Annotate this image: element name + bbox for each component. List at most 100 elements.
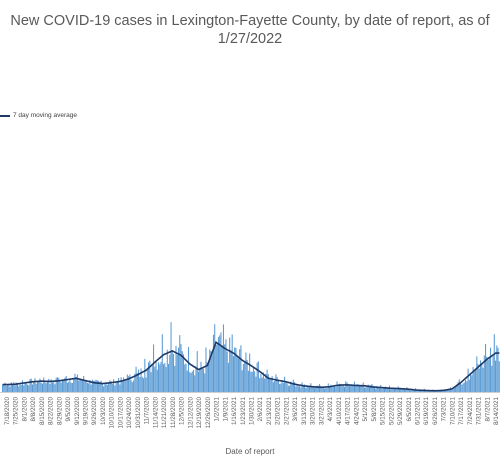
daily-case-bar — [185, 363, 187, 392]
daily-case-bar — [266, 369, 268, 392]
daily-case-bar — [8, 384, 10, 392]
daily-case-bar — [335, 387, 337, 392]
daily-case-bar — [93, 380, 95, 392]
daily-case-bar — [43, 377, 45, 392]
x-tick-label: 6/19/2021 — [423, 397, 430, 426]
daily-case-bar — [179, 335, 181, 392]
daily-case-bar — [300, 387, 302, 392]
daily-case-bar — [86, 382, 88, 392]
daily-case-bar — [10, 382, 12, 392]
daily-case-bar — [456, 385, 458, 392]
daily-case-bar — [416, 390, 418, 392]
daily-case-bar — [104, 384, 106, 392]
daily-case-bar — [338, 383, 341, 392]
daily-case-bar — [235, 347, 237, 392]
daily-case-bar — [171, 351, 173, 392]
daily-case-bar — [275, 374, 277, 392]
daily-case-bar — [307, 387, 309, 392]
x-tick-label: 1/16/2021 — [231, 397, 238, 426]
x-tick-label: 10/31/2020 — [135, 397, 142, 429]
daily-case-bar — [391, 388, 393, 392]
x-tick-label: 8/14/2021 — [493, 397, 500, 426]
daily-case-bar — [101, 383, 103, 392]
daily-case-bar — [148, 362, 150, 392]
daily-case-bar — [476, 356, 478, 392]
daily-case-bar — [219, 335, 221, 392]
daily-case-bar — [337, 384, 339, 392]
daily-case-bar — [123, 377, 125, 392]
daily-case-bar — [164, 363, 166, 392]
daily-case-bar — [281, 381, 283, 392]
daily-case-bar — [35, 383, 37, 392]
daily-case-bar — [249, 353, 251, 392]
daily-case-bar — [69, 379, 71, 392]
daily-case-bar — [466, 381, 468, 392]
daily-case-bar — [246, 360, 248, 392]
daily-case-bar — [343, 386, 346, 392]
daily-case-bar — [255, 376, 257, 392]
daily-case-bar — [196, 351, 198, 392]
daily-case-bar — [452, 388, 454, 392]
chart-title: New COVID-19 cases in Lexington-Fayette … — [10, 13, 490, 47]
daily-case-bar — [165, 367, 167, 392]
daily-case-bar — [321, 386, 323, 392]
x-tick-label: 8/22/2020 — [48, 397, 55, 426]
daily-case-bar — [115, 382, 117, 392]
daily-case-bar — [177, 347, 180, 392]
daily-case-bar — [289, 385, 291, 392]
daily-case-bar — [3, 384, 5, 392]
daily-case-bar — [63, 380, 65, 392]
daily-case-bar — [96, 380, 98, 392]
daily-case-bar — [149, 360, 151, 392]
daily-case-bar — [5, 385, 7, 392]
x-tick-label: 2/6/2021 — [257, 397, 264, 422]
daily-case-bar — [393, 388, 395, 392]
daily-case-bar — [116, 381, 118, 392]
daily-case-bar — [387, 387, 389, 392]
daily-case-bar — [403, 388, 405, 392]
daily-case-bar — [377, 387, 379, 392]
daily-case-bar — [311, 385, 313, 392]
daily-case-bar — [143, 378, 145, 392]
daily-case-bar — [250, 371, 252, 392]
bars-group — [2, 322, 500, 392]
x-tick-label: 10/24/2020 — [126, 397, 133, 429]
daily-case-bar — [187, 346, 190, 392]
daily-case-bar — [59, 380, 61, 392]
daily-case-bar — [312, 386, 314, 392]
daily-case-bar — [91, 379, 93, 392]
x-tick-label: 3/20/2021 — [310, 397, 317, 426]
daily-case-bar — [211, 353, 213, 392]
daily-case-bar — [408, 389, 410, 392]
x-tick-label: 11/21/2020 — [161, 397, 168, 429]
daily-case-bar — [241, 370, 243, 392]
daily-case-bar — [465, 379, 467, 392]
daily-case-bar — [448, 390, 450, 392]
daily-case-bar — [106, 384, 108, 392]
daily-case-bar — [431, 391, 433, 392]
daily-case-bar — [29, 379, 31, 392]
daily-case-bar — [332, 386, 334, 392]
daily-case-bar — [413, 390, 415, 392]
daily-case-bar — [156, 369, 158, 392]
daily-case-bar — [352, 384, 354, 392]
daily-case-bar — [94, 380, 96, 392]
daily-case-bar — [260, 373, 262, 392]
daily-case-bar — [60, 382, 62, 392]
x-tick-label: 8/1/2020 — [21, 397, 28, 422]
x-tick-label: 7/31/2021 — [476, 397, 483, 426]
daily-case-bar — [398, 388, 400, 392]
daily-case-bar — [371, 384, 373, 392]
daily-case-bar — [23, 385, 25, 392]
x-tick-label: 3/13/2021 — [301, 397, 308, 426]
x-tick-label: 6/12/2021 — [415, 397, 422, 426]
daily-case-bar — [386, 387, 388, 392]
daily-case-bar — [277, 379, 279, 392]
daily-case-bar — [215, 345, 217, 392]
daily-case-bar — [302, 384, 304, 392]
daily-case-bar — [111, 384, 113, 392]
daily-case-bar — [38, 380, 40, 392]
daily-case-bar — [488, 358, 490, 392]
daily-case-bar — [373, 387, 375, 392]
daily-case-bar — [30, 378, 32, 392]
